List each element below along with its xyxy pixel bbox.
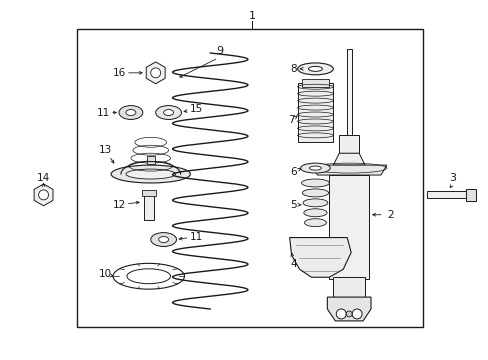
Ellipse shape bbox=[163, 109, 173, 116]
Bar bbox=[142, 190, 155, 196]
Bar bbox=[339, 135, 358, 153]
Text: 15: 15 bbox=[189, 104, 203, 113]
Circle shape bbox=[346, 311, 351, 317]
Bar bbox=[143, 192, 153, 220]
Text: 13: 13 bbox=[98, 145, 111, 155]
Circle shape bbox=[351, 309, 361, 319]
Ellipse shape bbox=[126, 109, 136, 116]
Polygon shape bbox=[289, 238, 350, 277]
Text: 12: 12 bbox=[112, 200, 125, 210]
Ellipse shape bbox=[303, 199, 327, 207]
Bar bbox=[333, 277, 365, 297]
Bar bbox=[77, 29, 422, 327]
Text: 3: 3 bbox=[448, 173, 455, 183]
Ellipse shape bbox=[304, 219, 325, 227]
Bar bbox=[346, 49, 351, 138]
Ellipse shape bbox=[150, 233, 176, 247]
Polygon shape bbox=[311, 165, 386, 175]
Ellipse shape bbox=[302, 189, 328, 197]
Bar bbox=[146, 156, 154, 164]
Text: 7: 7 bbox=[288, 116, 294, 126]
Ellipse shape bbox=[308, 66, 322, 71]
Circle shape bbox=[150, 68, 161, 78]
Text: 11: 11 bbox=[189, 231, 203, 242]
Polygon shape bbox=[333, 153, 365, 165]
Ellipse shape bbox=[126, 169, 175, 179]
Circle shape bbox=[39, 190, 48, 200]
Text: 16: 16 bbox=[112, 68, 125, 78]
Bar bbox=[301, 79, 328, 87]
Ellipse shape bbox=[119, 105, 142, 120]
Text: 1: 1 bbox=[248, 11, 255, 21]
Ellipse shape bbox=[158, 237, 168, 243]
Text: 5: 5 bbox=[290, 200, 296, 210]
Ellipse shape bbox=[303, 209, 326, 217]
Text: 10: 10 bbox=[98, 269, 111, 279]
Text: 11: 11 bbox=[96, 108, 109, 117]
Ellipse shape bbox=[155, 105, 181, 120]
Ellipse shape bbox=[297, 63, 333, 75]
Ellipse shape bbox=[301, 179, 328, 187]
Circle shape bbox=[336, 309, 346, 319]
Text: 9: 9 bbox=[216, 46, 224, 56]
Text: 8: 8 bbox=[290, 64, 296, 74]
Bar bbox=[328, 175, 368, 279]
Ellipse shape bbox=[309, 166, 321, 170]
Bar bbox=[426, 192, 469, 198]
Ellipse shape bbox=[111, 165, 190, 183]
Bar bbox=[297, 83, 333, 142]
Text: 2: 2 bbox=[387, 210, 393, 220]
Ellipse shape bbox=[300, 163, 330, 173]
Bar bbox=[466, 189, 475, 201]
Text: 6: 6 bbox=[290, 167, 296, 177]
Polygon shape bbox=[326, 297, 370, 321]
Text: 14: 14 bbox=[37, 173, 50, 183]
Text: 4: 4 bbox=[290, 259, 296, 269]
